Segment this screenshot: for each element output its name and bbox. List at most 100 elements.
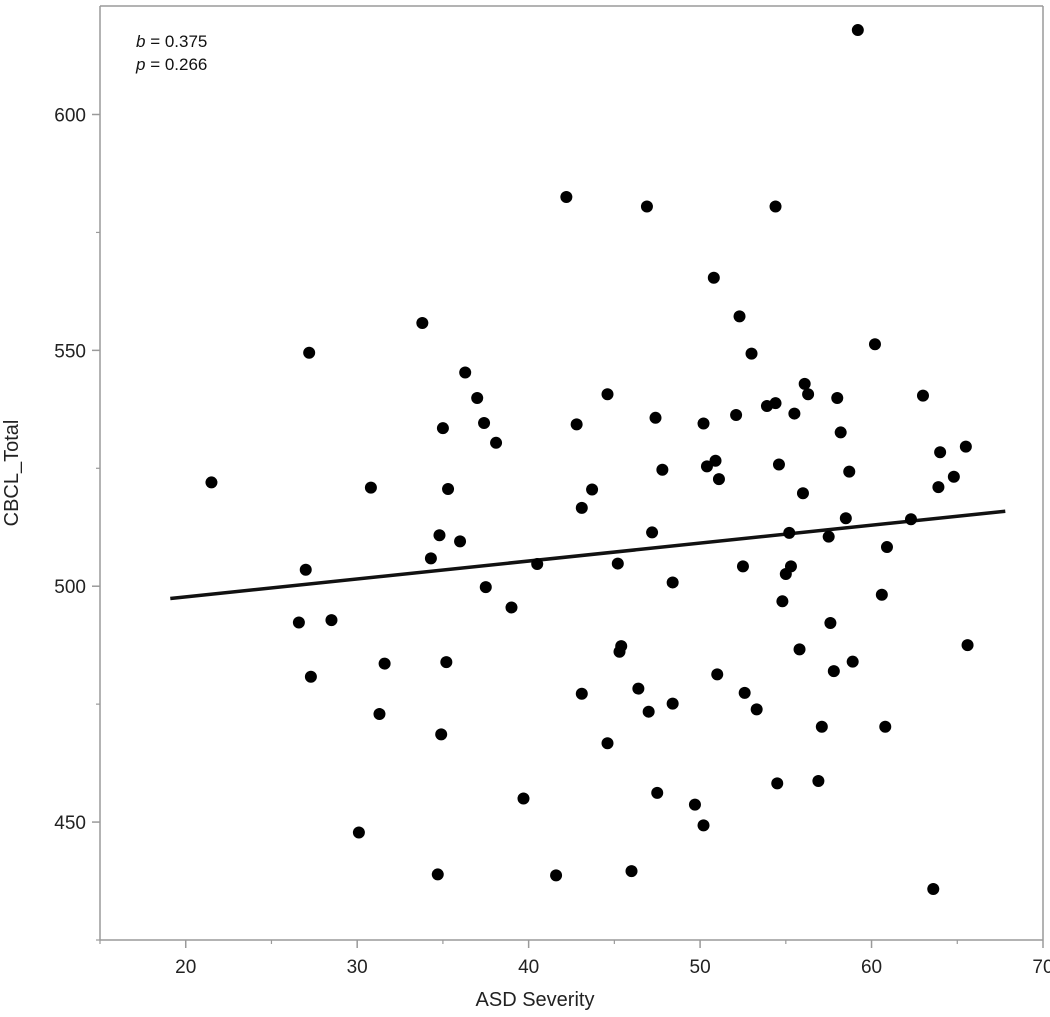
data-point — [846, 655, 859, 668]
regression-line — [170, 509, 1006, 601]
data-point — [812, 775, 825, 788]
data-point — [416, 316, 429, 329]
data-point — [783, 526, 796, 539]
y-tick-label: 450 — [54, 813, 86, 834]
data-point — [442, 483, 455, 496]
data-point — [325, 614, 338, 627]
data-point — [560, 191, 573, 204]
data-point — [642, 705, 655, 718]
data-point — [364, 481, 377, 494]
data-point — [822, 530, 835, 543]
data-point — [771, 777, 784, 790]
y-axis-ticks: 450 500 550 600 — [54, 105, 100, 941]
data-point — [815, 720, 828, 733]
x-tick-label: 40 — [518, 957, 539, 978]
data-point — [916, 389, 929, 402]
data-point — [431, 868, 444, 881]
data-point — [531, 558, 544, 571]
data-point — [880, 541, 893, 554]
data-point — [570, 418, 583, 431]
data-point — [666, 697, 679, 710]
data-point — [831, 391, 844, 404]
y-axis-title: CBCL_Total — [1, 420, 23, 527]
x-tick-label: 20 — [175, 957, 196, 978]
y-tick-label: 550 — [54, 341, 86, 362]
data-point — [666, 576, 679, 589]
data-point — [471, 391, 484, 404]
data-point — [904, 513, 917, 526]
p-value: = 0.266 — [145, 55, 207, 74]
data-point — [843, 465, 856, 478]
data-point — [961, 639, 974, 652]
x-tick-label: 70 — [1032, 957, 1050, 978]
data-point — [798, 377, 811, 390]
data-point — [730, 408, 743, 421]
slope-annotation: b = 0.375 — [136, 32, 207, 51]
data-point — [927, 883, 940, 896]
data-point — [738, 686, 751, 699]
data-point — [769, 397, 782, 410]
data-point — [615, 640, 628, 653]
data-point — [601, 737, 614, 750]
data-point — [505, 601, 518, 614]
data-point — [827, 665, 840, 678]
data-point — [490, 436, 503, 449]
data-point — [707, 271, 720, 284]
data-point — [550, 869, 563, 882]
data-point — [440, 656, 453, 669]
data-point — [688, 798, 701, 811]
data-point — [478, 416, 491, 429]
data-point — [733, 310, 746, 323]
data-point — [745, 347, 758, 360]
data-point — [802, 388, 815, 401]
data-point — [646, 526, 659, 539]
data-point — [750, 703, 763, 716]
data-point — [824, 617, 837, 630]
data-point — [788, 407, 801, 420]
data-point — [736, 560, 749, 573]
data-point — [299, 563, 312, 576]
data-point — [712, 473, 725, 486]
p-symbol: p — [135, 55, 145, 74]
slope-value: = 0.375 — [145, 32, 207, 51]
data-point — [586, 483, 599, 496]
data-point — [796, 487, 809, 500]
data-point — [373, 708, 386, 721]
data-point — [435, 728, 448, 741]
data-point — [459, 366, 472, 379]
data-point — [769, 200, 782, 213]
data-point — [700, 460, 713, 473]
x-tick-label: 30 — [347, 957, 368, 978]
data-point — [934, 446, 947, 459]
data-point — [649, 411, 662, 424]
data-point — [205, 476, 218, 489]
data-point — [959, 440, 972, 453]
data-point — [776, 595, 789, 608]
data-point — [651, 786, 664, 799]
data-point — [834, 426, 847, 439]
data-point — [879, 720, 892, 733]
y-tick-label: 500 — [54, 577, 86, 598]
data-point — [424, 552, 437, 565]
data-point — [436, 422, 449, 435]
data-point — [839, 512, 852, 525]
data-point — [709, 454, 722, 467]
data-point — [479, 581, 492, 594]
data-point — [851, 24, 864, 37]
data-points — [205, 24, 974, 896]
data-point — [292, 616, 305, 629]
data-point — [611, 557, 624, 570]
data-point — [793, 643, 806, 656]
data-point — [772, 458, 785, 471]
data-point — [352, 826, 365, 839]
data-point — [875, 588, 888, 601]
x-axis-title: ASD Severity — [476, 989, 595, 1011]
data-point — [517, 792, 530, 805]
data-point — [625, 865, 638, 878]
data-point — [784, 560, 797, 573]
data-point — [632, 682, 645, 695]
slope-symbol: b — [136, 32, 145, 51]
data-point — [868, 338, 881, 351]
data-point — [656, 463, 669, 476]
